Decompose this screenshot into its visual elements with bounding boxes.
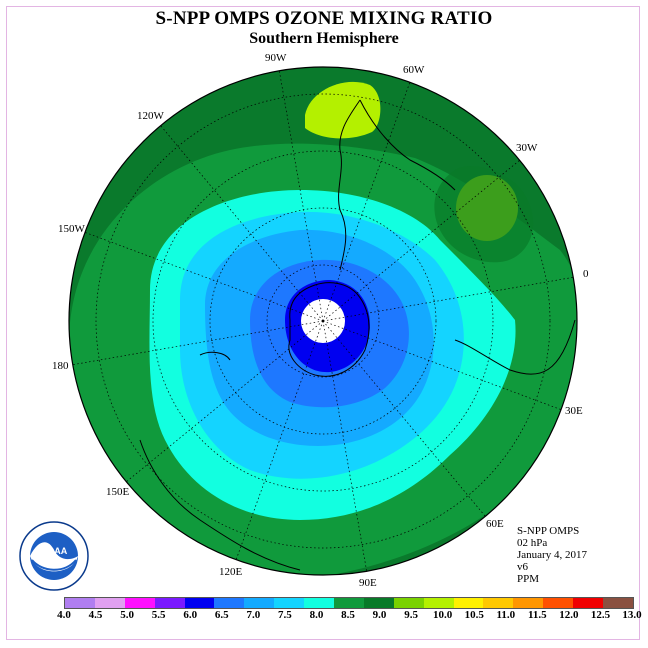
colorbar-segment [453, 598, 484, 608]
colorbar-segment [94, 598, 125, 608]
colorbar [64, 597, 634, 609]
colorbar-tick-label: 7.0 [246, 609, 261, 621]
info-units: PPM [517, 573, 540, 585]
colorbar-tick-label: 13.0 [622, 609, 642, 621]
lon-label-180: 180 [52, 360, 69, 372]
info-version: v6 [517, 561, 528, 573]
colorbar-tick-label: 12.5 [590, 609, 611, 621]
logo-text: NOAA [41, 546, 68, 556]
lon-label-60e: 60E [486, 518, 504, 530]
colorbar-segment [65, 598, 95, 608]
colorbar-tick-label: 8.5 [341, 609, 355, 621]
colorbar-tick-label: 6.0 [183, 609, 198, 621]
colorbar-labels: 4.0 4.5 5.0 5.5 6.0 6.5 7.0 7.5 8.0 8.5 9.0 9.5 10.0… [57, 609, 642, 623]
colorbar-segment [573, 598, 604, 608]
lon-label-0: 0 [583, 268, 589, 280]
colorbar-segment [423, 598, 454, 608]
colorbar-segment [274, 598, 305, 608]
lon-label-90w: 90W [265, 52, 287, 64]
lon-label-30w: 30W [516, 142, 538, 154]
info-instrument: S-NPP OMPS [517, 525, 580, 537]
colorbar-tick-label: 9.5 [404, 609, 418, 621]
noaa-logo-icon: NOAA [19, 521, 89, 591]
info-level: 02 hPa [517, 537, 548, 549]
colorbar-segment [483, 598, 514, 608]
colorbar-tick-label: 8.0 [309, 609, 324, 621]
colorbar-segment [543, 598, 574, 608]
lon-label-150e: 150E [106, 486, 130, 498]
map-subtitle: Southern Hemisphere [249, 30, 399, 47]
colorbar-tick-label: 9.0 [372, 609, 387, 621]
colorbar-tick-label: 4.0 [57, 609, 71, 621]
info-block: S-NPP OMPS 02 hPa January 4, 2017 v6 PPM [517, 525, 587, 585]
colorbar-tick-label: 6.5 [214, 609, 229, 621]
colorbar-segment [154, 598, 185, 608]
colorbar-tick-label: 5.0 [120, 609, 134, 621]
lon-label-90e: 90E [359, 577, 377, 589]
colorbar-segment [393, 598, 424, 608]
colorbar-segment [304, 598, 335, 608]
lon-label-120e: 120E [219, 566, 243, 578]
colorbar-tick-label: 11.0 [496, 609, 516, 621]
colorbar-tick-label: 12.0 [559, 609, 579, 621]
colorbar-tick-label: 4.5 [88, 609, 103, 621]
colorbar-tick-label: 10.5 [464, 609, 484, 621]
coastlines [139, 99, 576, 571]
colorbar-segment [124, 598, 155, 608]
colorbar-segment [603, 598, 633, 608]
colorbar-segment [513, 598, 544, 608]
graticule [70, 68, 576, 574]
lon-label-30e: 30E [565, 405, 583, 417]
lon-label-60w: 60W [403, 64, 425, 76]
lon-label-120w: 120W [137, 110, 164, 122]
colorbar-segment [334, 598, 364, 608]
colorbar-segment [184, 598, 215, 608]
colorbar-tick-label: 7.5 [278, 609, 292, 621]
colorbar-tick-label: 10.0 [433, 609, 453, 621]
ozone-contour-fill [69, 67, 577, 575]
colorbar-segment [214, 598, 245, 608]
colorbar-tick-label: 11.5 [528, 609, 547, 621]
info-date: January 4, 2017 [517, 549, 587, 561]
map-title: S-NPP OMPS OZONE MIXING RATIO [155, 8, 493, 29]
colorbar-tick-label: 5.5 [151, 609, 166, 621]
lon-label-150w: 150W [58, 223, 85, 235]
colorbar-segment [244, 598, 275, 608]
map-boundary [68, 66, 578, 576]
plot-frame [6, 6, 640, 640]
colorbar-segment [363, 598, 394, 608]
